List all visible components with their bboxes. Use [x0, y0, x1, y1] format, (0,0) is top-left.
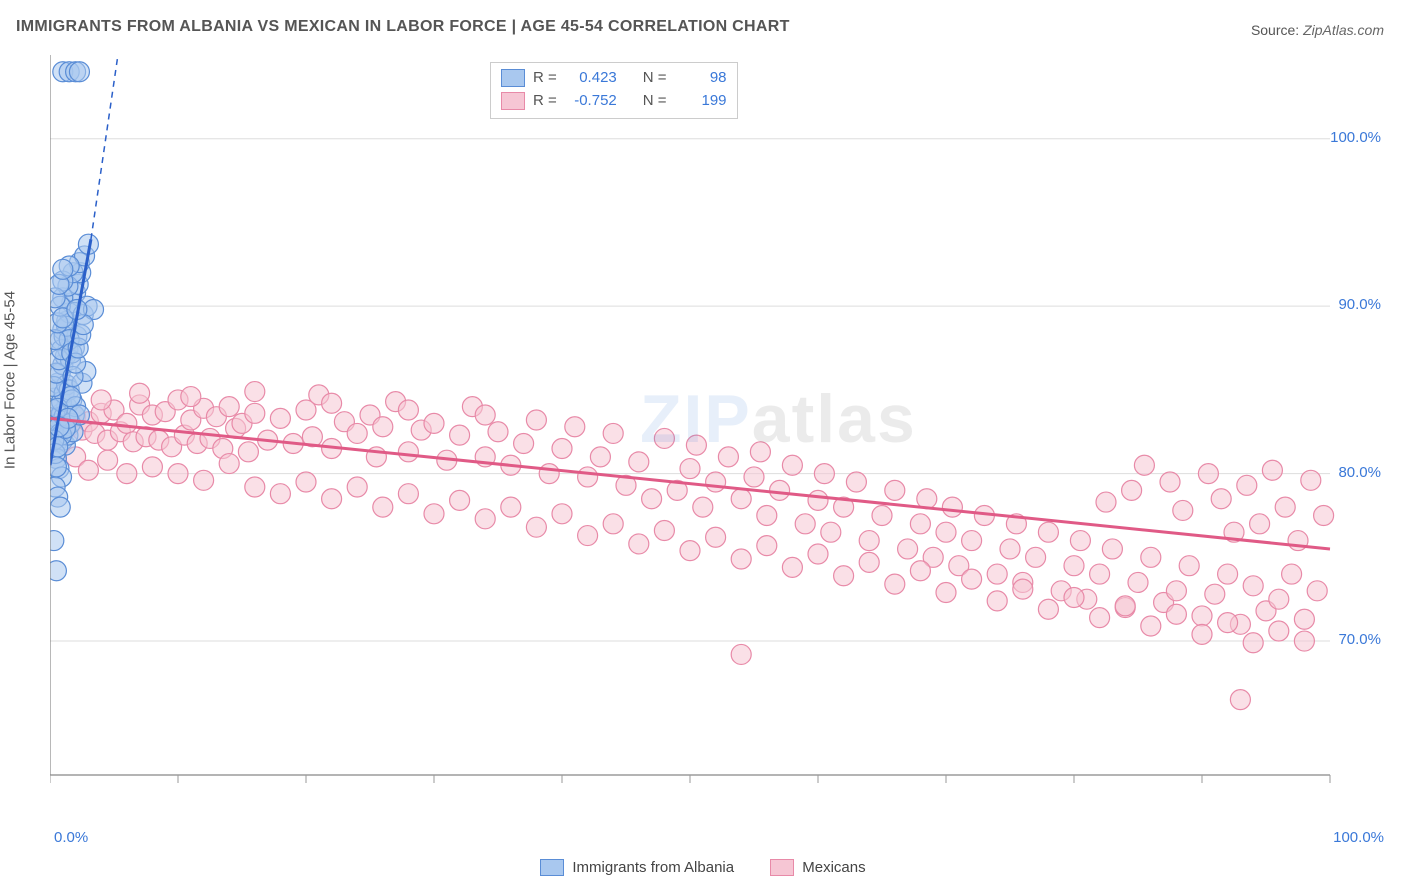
y-tick-label: 100.0%	[1330, 129, 1381, 146]
stats-row-series2: R = -0.752 N = 199	[501, 90, 727, 113]
y-tick-label: 70.0%	[1338, 631, 1381, 648]
legend-series1-label: Immigrants from Albania	[572, 859, 734, 876]
source-label: Source: ZipAtlas.com	[1251, 22, 1384, 38]
chart-title: IMMIGRANTS FROM ALBANIA VS MEXICAN IN LA…	[16, 18, 790, 36]
source-name: ZipAtlas.com	[1303, 22, 1384, 38]
legend-series2-label: Mexicans	[802, 859, 865, 876]
series1-swatch	[540, 859, 564, 876]
legend-item-series1: Immigrants from Albania	[540, 859, 734, 876]
n-label: N =	[643, 90, 667, 113]
r-label: R =	[533, 90, 557, 113]
series2-r-value: -0.752	[565, 90, 617, 113]
r-label: R =	[533, 67, 557, 90]
series1-r-value: 0.423	[565, 67, 617, 90]
series1-swatch	[501, 69, 525, 87]
page-root: IMMIGRANTS FROM ALBANIA VS MEXICAN IN LA…	[0, 0, 1406, 892]
source-prefix: Source:	[1251, 22, 1303, 38]
watermark: ZIPatlas	[640, 380, 917, 458]
stats-row-series1: R = 0.423 N = 98	[501, 67, 727, 90]
x-axis-min-label: 0.0%	[54, 829, 88, 846]
series2-n-value: 199	[675, 90, 727, 113]
legend-item-series2: Mexicans	[770, 859, 865, 876]
y-tick-label: 90.0%	[1338, 296, 1381, 313]
y-axis-label: In Labor Force | Age 45-54	[2, 291, 19, 469]
series2-swatch	[770, 859, 794, 876]
n-label: N =	[643, 67, 667, 90]
correlation-stats-box: R = 0.423 N = 98 R = -0.752 N = 199	[490, 62, 738, 119]
legend: Immigrants from Albania Mexicans	[0, 859, 1406, 880]
series2-swatch	[501, 92, 525, 110]
x-axis-max-label: 100.0%	[1333, 829, 1384, 846]
y-tick-label: 80.0%	[1338, 464, 1381, 481]
series1-n-value: 98	[675, 67, 727, 90]
